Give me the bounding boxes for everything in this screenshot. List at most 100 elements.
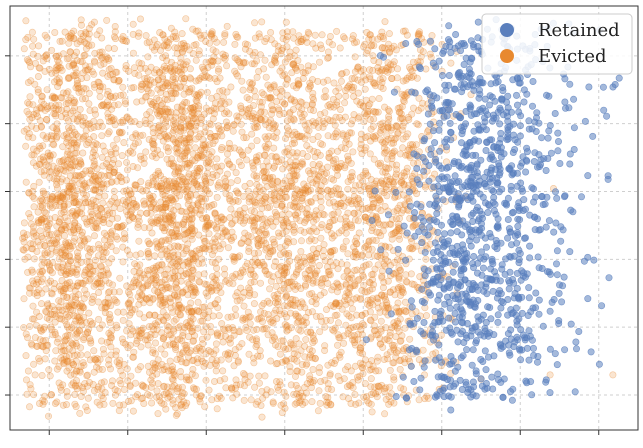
data-point-evicted <box>60 246 68 254</box>
data-point-evicted <box>83 382 91 390</box>
data-point-evicted <box>360 118 368 126</box>
data-point-evicted <box>41 392 49 400</box>
data-point-evicted <box>238 77 246 85</box>
data-point-evicted <box>146 311 154 319</box>
data-point-evicted <box>98 246 106 254</box>
data-point-evicted <box>57 386 65 394</box>
data-point-evicted <box>370 115 378 123</box>
data-point-evicted <box>53 76 61 84</box>
data-point-evicted <box>79 383 87 391</box>
data-point-evicted <box>48 204 56 212</box>
data-point-evicted <box>36 324 44 332</box>
data-point-evicted <box>75 382 83 390</box>
data-point-evicted <box>62 353 70 361</box>
data-point-evicted <box>127 309 135 317</box>
data-point-evicted <box>67 228 75 236</box>
data-point-evicted <box>172 195 180 203</box>
data-point-evicted <box>240 302 248 310</box>
data-point-evicted <box>379 227 387 235</box>
data-point-evicted <box>57 192 65 200</box>
data-point-evicted <box>355 229 363 237</box>
data-point-evicted <box>74 111 82 119</box>
data-point-evicted <box>276 307 284 315</box>
data-point-evicted <box>210 350 218 358</box>
data-point-evicted <box>55 59 63 67</box>
data-point-evicted <box>369 66 377 74</box>
data-point-evicted <box>89 319 97 327</box>
data-point-evicted <box>87 275 95 283</box>
data-point-evicted <box>64 99 72 107</box>
data-point-evicted <box>137 343 145 351</box>
data-point-evicted <box>274 42 282 50</box>
data-point-evicted <box>171 170 179 178</box>
data-point-evicted <box>49 237 57 245</box>
data-point-evicted <box>366 150 374 158</box>
data-point-evicted <box>297 347 305 355</box>
data-point-evicted <box>315 58 323 66</box>
data-point-evicted <box>29 302 37 310</box>
data-point-evicted <box>53 398 61 406</box>
data-point-evicted <box>29 101 37 109</box>
data-point-evicted <box>94 252 102 260</box>
data-point-evicted <box>85 252 93 260</box>
data-point-evicted <box>195 231 203 239</box>
data-point-evicted <box>115 407 123 415</box>
data-point-evicted <box>394 299 402 307</box>
data-point-evicted <box>68 359 76 367</box>
data-point-evicted <box>314 77 322 85</box>
data-point-evicted <box>97 283 105 291</box>
data-point-evicted <box>60 208 68 216</box>
data-point-evicted <box>83 351 91 359</box>
data-point-evicted <box>126 251 134 259</box>
data-point-evicted <box>45 231 53 239</box>
data-point-evicted <box>189 288 197 296</box>
data-point-evicted <box>86 218 94 226</box>
data-point-evicted <box>413 190 421 198</box>
data-point-evicted <box>93 363 101 371</box>
data-point-evicted <box>237 102 245 110</box>
data-point-evicted <box>53 181 61 189</box>
data-point-evicted <box>58 254 66 262</box>
data-point-evicted <box>70 35 78 43</box>
data-point-evicted <box>80 84 88 92</box>
data-point-evicted <box>87 167 95 175</box>
data-point-evicted <box>346 81 354 89</box>
data-point-evicted <box>367 375 375 383</box>
data-point-evicted <box>78 302 86 310</box>
data-point-evicted <box>350 93 358 101</box>
data-point-evicted <box>67 371 75 379</box>
data-point-evicted <box>56 202 64 210</box>
data-point-evicted <box>99 345 107 353</box>
data-point-evicted <box>57 178 65 186</box>
data-point-evicted <box>165 196 173 204</box>
data-point-evicted <box>20 127 28 135</box>
data-point-evicted <box>79 170 87 178</box>
data-point-evicted <box>74 256 82 264</box>
data-point-evicted <box>359 263 367 271</box>
data-point-evicted <box>90 57 98 65</box>
data-point-evicted <box>74 279 82 287</box>
data-point-evicted <box>352 240 360 248</box>
data-point-evicted <box>356 372 364 380</box>
data-point-evicted <box>213 193 221 201</box>
data-point-evicted <box>103 266 111 274</box>
data-point-evicted <box>370 155 378 163</box>
data-point-evicted <box>72 130 80 138</box>
data-point-evicted <box>91 160 99 168</box>
data-point-evicted <box>386 366 394 374</box>
data-point-evicted <box>157 151 165 159</box>
data-point-evicted <box>129 143 137 151</box>
data-point-evicted <box>102 55 110 63</box>
data-point-evicted <box>336 44 344 52</box>
data-point-evicted <box>114 78 122 86</box>
data-point-evicted <box>374 331 382 339</box>
data-point-evicted <box>55 379 63 387</box>
data-point-evicted <box>98 153 106 161</box>
data-point-evicted <box>64 148 72 156</box>
data-point-evicted <box>42 285 50 293</box>
data-point-evicted <box>59 381 67 389</box>
data-point-evicted <box>69 162 77 170</box>
data-point-evicted <box>301 270 309 278</box>
data-point-evicted <box>287 381 295 389</box>
data-point-evicted <box>46 195 54 203</box>
